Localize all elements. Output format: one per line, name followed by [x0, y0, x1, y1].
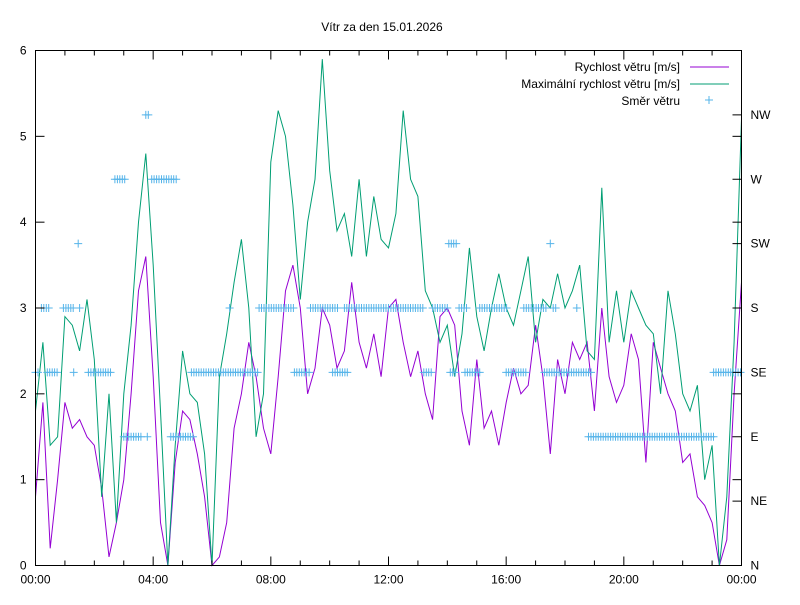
direction-point — [44, 304, 53, 312]
legend-swatch-direction — [705, 96, 713, 104]
direction-point — [69, 368, 78, 377]
direction-point — [120, 175, 129, 184]
wind-speed-line — [35, 256, 742, 567]
direction-point — [53, 368, 62, 377]
direction-point — [289, 304, 298, 312]
x-tick-label: 08:00 — [256, 573, 286, 587]
direction-point — [546, 239, 555, 248]
direction-point — [451, 368, 460, 377]
direction-point — [188, 432, 197, 441]
direction-point — [475, 368, 484, 377]
legend-label-gust: Maximální rychlost větru [m/s] — [521, 77, 680, 91]
y2-tick-label: NE — [751, 494, 768, 508]
direction-point — [587, 368, 595, 377]
y-tick-label: 2 — [20, 387, 27, 401]
legend: Rychlost větru [m/s] Maximální rychlost … — [521, 60, 729, 108]
x-tick-label: 16:00 — [491, 573, 521, 587]
x-tick-label: 00:00 — [726, 573, 756, 587]
direction-point — [253, 368, 262, 377]
direction-point — [709, 432, 718, 441]
y-tick-label: 5 — [20, 129, 27, 143]
direction-point — [502, 304, 511, 312]
direction-point — [74, 239, 83, 248]
y-tick-label: 6 — [20, 44, 27, 58]
y2-tick-label: S — [751, 301, 759, 315]
x-tick-label: 20:00 — [609, 573, 639, 587]
direction-point — [172, 175, 181, 184]
direction-point — [418, 304, 427, 312]
chart-title: Vítr za den 15.01.2026 — [321, 20, 443, 34]
direction-point — [143, 432, 152, 441]
y2-tick-label: SW — [751, 237, 771, 251]
x-tick-label: 04:00 — [138, 573, 168, 587]
y2-tick-label: W — [751, 172, 763, 186]
direction-point — [443, 304, 452, 312]
gust-speed-line — [35, 59, 742, 566]
x-tick-label: 12:00 — [373, 573, 403, 587]
legend-label-speed: Rychlost větru [m/s] — [575, 60, 680, 74]
direction-point — [427, 368, 436, 377]
direction-point — [551, 304, 560, 312]
direction-point — [521, 368, 530, 377]
y-tick-label: 0 — [20, 559, 27, 573]
y2-tick-label: SE — [751, 365, 767, 379]
x-tick-label: 00:00 — [20, 573, 50, 587]
direction-point — [106, 368, 115, 377]
direction-point — [541, 304, 550, 312]
direction-point — [572, 304, 581, 312]
y-tick-label: 1 — [20, 473, 27, 487]
direction-point — [305, 368, 314, 377]
direction-point — [225, 304, 234, 312]
direction-point — [462, 304, 471, 312]
y2-tick-label: E — [751, 430, 759, 444]
direction-point — [144, 110, 153, 119]
direction-point — [333, 304, 342, 312]
direction-point — [452, 239, 461, 248]
y2-tick-label: NW — [751, 108, 772, 122]
y2-tick-label: N — [751, 559, 760, 573]
y-tick-label: 4 — [20, 215, 27, 229]
direction-point — [75, 304, 84, 312]
direction-point — [343, 368, 352, 377]
y-tick-label: 3 — [20, 301, 27, 315]
legend-label-direction: Směr větru — [621, 94, 680, 108]
